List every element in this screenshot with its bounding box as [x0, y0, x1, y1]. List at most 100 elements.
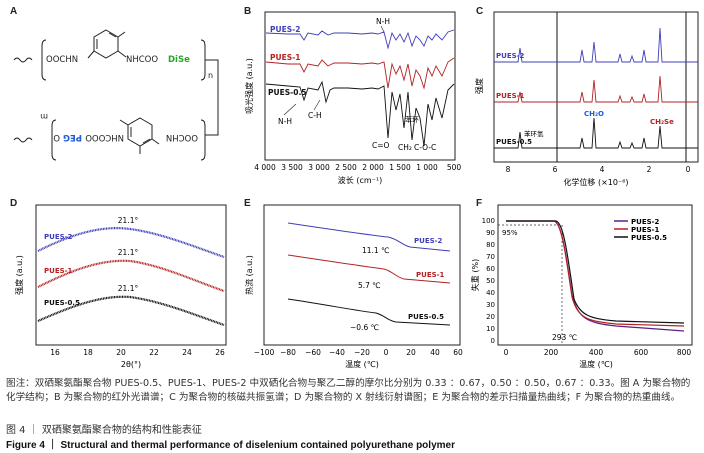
- annot-ch: C-H: [308, 111, 322, 120]
- panel-a: A OOCHN NHCOO DiSe n m OOCHN NHCOO PEG O: [0, 0, 240, 190]
- x-tick: 600: [634, 348, 649, 357]
- plot-frame: [493, 11, 699, 163]
- panel-b-label: B: [244, 6, 252, 17]
- x-axis-label: 2θ(°): [121, 360, 141, 369]
- x-tick: 800: [677, 348, 692, 357]
- x-tick: 2 500: [335, 163, 357, 172]
- x-tick: 26: [215, 348, 225, 357]
- x-tick: 0: [686, 165, 691, 174]
- y-axis-label: 吸光强度 (a.u.): [244, 58, 254, 114]
- x-tick: 1 000: [416, 163, 438, 172]
- benzene-ring-bottom: [119, 117, 160, 154]
- x-tick: −40: [329, 348, 345, 357]
- legend-pues-2: PUES-2: [414, 237, 443, 245]
- legend-pues-0.5: PUES-0.5: [631, 234, 667, 242]
- figure-caption-note: 图注：双硒聚氨酯聚合物 PUES-0.5、PUES-1、PUES-2 中双硒化合…: [6, 378, 691, 404]
- x-tick: 3 500: [281, 163, 303, 172]
- x-tick: −60: [305, 348, 321, 357]
- x-tick: 20: [406, 348, 416, 357]
- annot-ch2: CH₂: [398, 143, 412, 152]
- peak-label-pues-1: 21.1°: [118, 248, 139, 257]
- group-nhcoo-top: NHCOO: [126, 55, 158, 65]
- y-axis-label: 热流 (a.u.): [244, 255, 254, 295]
- panel-c: C 强度 8 6 4 2 0 化学位移 (×10⁻⁶) PUES-2 PUES-…: [470, 0, 704, 190]
- x-axis-label: 波长 (cm⁻¹): [338, 175, 382, 185]
- x-tick: 1 500: [389, 163, 411, 172]
- tg-label-pues-2: 11.1 ℃: [362, 246, 390, 255]
- x-axis-label: 温度 (℃): [579, 359, 613, 369]
- group-o-right: O: [53, 132, 60, 142]
- y-tick: 10: [486, 325, 495, 333]
- legend-pues-1: PUES-1: [631, 226, 660, 234]
- tga-curve-pues-0.5: [506, 220, 685, 324]
- panel-a-label: A: [10, 6, 18, 17]
- x-tick: 22: [149, 348, 159, 357]
- x-tick: 0: [384, 348, 389, 357]
- x-tick: 18: [83, 348, 93, 357]
- x-axis-label: 化学位移 (×10⁻⁶): [563, 177, 628, 187]
- panel-d-label: D: [10, 198, 18, 209]
- plot-frame: [264, 11, 456, 161]
- peak-label-pues-2: 21.1°: [118, 216, 139, 225]
- x-tick: −100: [254, 348, 275, 357]
- legend-pues-2: PUES-2: [631, 218, 660, 226]
- legend-pues-2: PUES-2: [270, 25, 300, 34]
- group-o-left: O: [85, 132, 92, 142]
- x-tick: 500: [447, 163, 462, 172]
- x-tick: 4: [600, 165, 605, 174]
- group-nhcoo-bottom: NHCOO: [92, 132, 124, 142]
- legend-pues-1: PUES-1: [270, 53, 300, 62]
- panel-d: D 强度 (a.u.) 16 18 20 22 24 26 2θ(°) PUES…: [0, 195, 238, 375]
- plot-frame: [497, 204, 693, 346]
- annot-coc: C-O-C: [414, 143, 436, 152]
- group-peg: PEG: [63, 132, 82, 142]
- legend-pues-0.5: PUES-0.5: [44, 299, 80, 307]
- y-axis-label: 失重 (%): [470, 259, 480, 291]
- group-dise: DiSe: [168, 55, 190, 65]
- legend-pues-0.5: PUES-0.5: [408, 313, 444, 321]
- y-tick: 80: [486, 241, 495, 249]
- y-tick: 60: [486, 265, 495, 273]
- x-axis-label: 温度 (℃): [345, 359, 379, 369]
- panel-e-label: E: [244, 198, 251, 209]
- annot-293: 293 ℃: [552, 333, 577, 342]
- legend-pues-2: PUES-2: [496, 52, 525, 60]
- xrd-curve-pues-1: [37, 259, 225, 293]
- tg-label-pues-1: 5.7 ℃: [358, 281, 381, 290]
- panel-c-label: C: [476, 6, 484, 17]
- panel-b: B 吸光强度 (a.u.) 4 000 3 500 3 000 2 500 2 …: [238, 0, 468, 190]
- dsc-curve-pues-2: [287, 222, 451, 252]
- peak-label-pues-0.5: 21.1°: [118, 284, 139, 293]
- dsc-curve-pues-1: [287, 254, 451, 284]
- legend-pues-1: PUES-1: [44, 267, 73, 275]
- ir-spectrum-pues-2: [265, 29, 455, 50]
- x-tick: 200: [544, 348, 559, 357]
- figure-title-cn: 图 4 ｜ 双硒聚氨酯聚合物的结构和性能表征: [6, 425, 202, 436]
- nmr-spectrum-pues-0.5: [494, 117, 698, 149]
- x-tick: 24: [182, 348, 192, 357]
- y-tick: 0: [491, 337, 495, 345]
- tga-curve-pues-1: [506, 220, 685, 327]
- subscript-n: n: [208, 71, 213, 80]
- annot-ch2o: CH₂O: [584, 110, 604, 118]
- y-tick: 90: [486, 229, 495, 237]
- y-axis-label: 强度 (a.u.): [14, 255, 24, 295]
- chemical-structure: OOCHN NHCOO DiSe n m OOCHN NHCOO PEG O O: [13, 29, 219, 161]
- x-tick: 6: [553, 165, 558, 174]
- x-tick: 8: [506, 165, 511, 174]
- panel-e: E 热流 (a.u.) −100 −80 −60 −40 −20 0 20 40…: [238, 195, 466, 375]
- x-tick: 4 000: [254, 163, 276, 172]
- y-tick: 30: [486, 301, 495, 309]
- legend-pues-2: PUES-2: [44, 233, 73, 241]
- x-ticks: 4 000 3 500 3 000 2 500 2 000 1 500 1 00…: [254, 163, 461, 172]
- y-tick: 40: [486, 289, 495, 297]
- ir-spectrum-pues-1: [265, 57, 455, 90]
- y-tick: 20: [486, 313, 495, 321]
- plot-frame: [263, 204, 461, 346]
- y-tick: 50: [486, 277, 495, 285]
- figure-title-en: Figure 4 ｜ Structural and thermal perfor…: [6, 440, 455, 451]
- panel-f-label: F: [476, 198, 483, 209]
- y-tick: 100: [482, 217, 495, 225]
- group-oochn-top: OOCHN: [46, 55, 78, 65]
- x-tick: 400: [589, 348, 604, 357]
